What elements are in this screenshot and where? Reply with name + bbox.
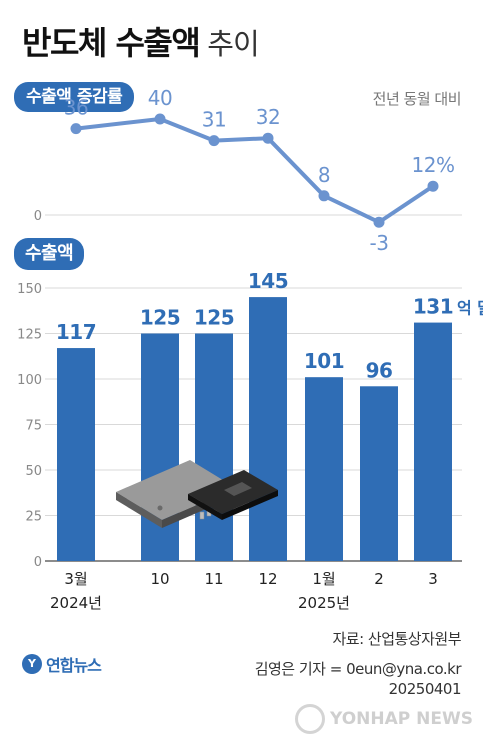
bar-unit-label: 억 달러 <box>457 299 483 318</box>
x-tick-year-label: 2025년 <box>298 594 350 612</box>
zero-label: 0 <box>34 209 42 224</box>
x-tick-year-label: 2024년 <box>50 594 102 612</box>
chart-title-sub: 추이 <box>207 27 259 61</box>
yonhap-logo-icon: Y <box>22 654 42 674</box>
bar-value-label: 145 <box>248 269 288 293</box>
line-point <box>373 216 385 228</box>
bar <box>57 348 95 561</box>
chip-back-dot <box>157 505 163 511</box>
y-tick-label: 25 <box>25 510 42 525</box>
line-value-label: 8 <box>318 163 330 187</box>
date-text: 20250401 <box>388 680 462 698</box>
y-tick-label: 0 <box>34 555 42 570</box>
chart-title: 반도체 수출액 추이 <box>22 18 260 64</box>
line-point <box>318 190 330 202</box>
chip-front-side-right <box>222 490 278 520</box>
watermark-text: YONHAP NEWS <box>330 709 473 729</box>
line-point <box>70 123 82 135</box>
x-tick-label: 3월 <box>64 570 87 588</box>
line-section-note: 전년 동월 대비 <box>372 90 462 108</box>
x-tick-label: 12 <box>258 570 277 588</box>
watermark-icon <box>295 704 326 734</box>
yonhap-logo: Y 연합뉴스 <box>22 652 102 676</box>
chip-back-side-left <box>116 492 162 528</box>
x-tick-label: 2 <box>374 570 384 588</box>
line-value-label: 36 <box>64 96 88 120</box>
bar-value-label: 131 <box>413 295 453 319</box>
chip-pin <box>199 511 205 520</box>
x-tick-label: 11 <box>204 570 223 588</box>
line-value-label: -3 <box>370 231 389 255</box>
y-tick-label: 150 <box>17 282 42 297</box>
bar <box>360 386 398 561</box>
bar <box>249 297 287 561</box>
y-tick-label: 75 <box>25 419 42 434</box>
bar <box>141 333 179 561</box>
chip-front-side-left <box>188 494 222 520</box>
bar <box>195 333 233 561</box>
bar <box>305 377 343 561</box>
line-value-label: 40 <box>148 86 172 110</box>
chip-back-top <box>116 460 236 520</box>
line-value-label: 32 <box>256 105 280 129</box>
bar-value-label: 96 <box>366 358 393 382</box>
bar <box>414 322 452 561</box>
line-point <box>262 132 274 144</box>
chip-illustration <box>116 460 278 528</box>
line-value-label: 12% <box>412 153 455 177</box>
chart-title-main: 반도체 수출액 <box>22 24 201 62</box>
bar-value-label: 125 <box>140 306 180 330</box>
line-point <box>154 113 166 125</box>
bar-value-label: 117 <box>56 320 96 344</box>
reporter-text: 김영은 기자 = 0eun@yna.co.kr <box>254 660 462 678</box>
series-line <box>74 117 435 225</box>
line-section-label: 수출액 증감률 <box>14 82 135 112</box>
chip-front-label <box>224 482 252 496</box>
y-tick-label: 125 <box>17 328 42 343</box>
x-tick-label: 1월 <box>312 570 335 588</box>
x-tick-label: 10 <box>150 570 169 588</box>
y-tick-label: 100 <box>17 373 42 388</box>
line-point <box>208 135 220 147</box>
y-tick-label: 50 <box>25 464 42 479</box>
bar-value-label: 125 <box>194 306 234 330</box>
source-text: 자료: 산업통상자원부 <box>332 630 461 648</box>
line-point <box>427 180 439 192</box>
bar-section-label: 수출액 <box>14 238 85 270</box>
line-value-label: 31 <box>202 108 226 132</box>
yonhap-logo-text: 연합뉴스 <box>46 656 102 675</box>
watermark: YONHAP NEWS <box>295 704 473 734</box>
x-tick-label: 3 <box>428 570 438 588</box>
bar-value-label: 101 <box>304 349 344 373</box>
